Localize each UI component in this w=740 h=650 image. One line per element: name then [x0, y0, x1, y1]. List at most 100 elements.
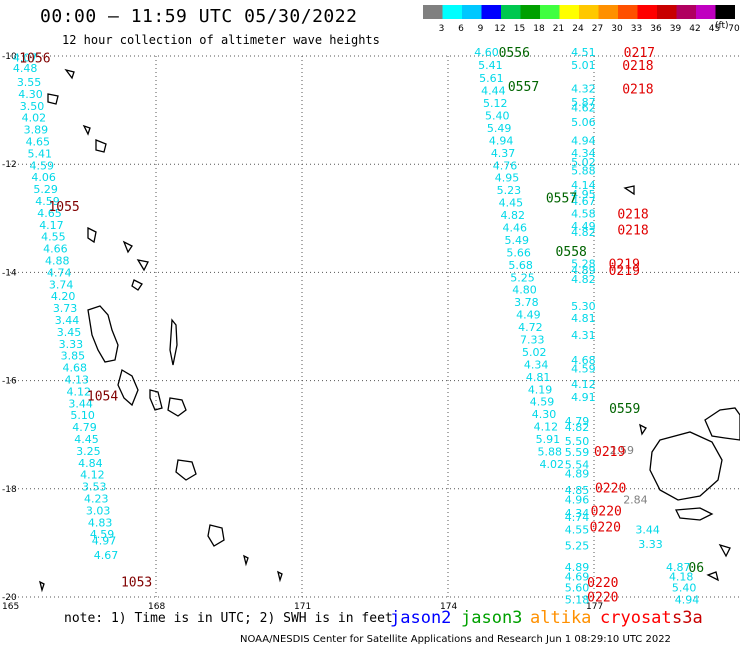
scale-swatch — [657, 5, 677, 19]
wave-height-value: 4.07 — [13, 52, 37, 65]
wave-height-value: 4.76 — [493, 159, 517, 172]
legend-jason3: jason3 — [461, 608, 523, 628]
wave-height-value: 4.82 — [571, 273, 596, 286]
wave-height-value: 4.45 — [499, 197, 524, 210]
wave-height-value: 4.49 — [516, 309, 541, 322]
wave-height-value: 5.01 — [571, 59, 596, 72]
track-values: 4.074.483.554.303.504.023.894.655.414.59… — [13, 46, 699, 606]
scale-swatch — [540, 5, 560, 19]
pass-time-label: 1055 — [48, 200, 79, 215]
wave-height-value: 3.33 — [638, 538, 663, 551]
wave-height-value: 4.68 — [63, 362, 87, 375]
wave-height-value: 4.59 — [571, 363, 596, 376]
wave-height-value: 5.40 — [672, 581, 697, 594]
wave-height-value: 4.18 — [669, 570, 694, 583]
wave-height-value-gray: 2.59 — [610, 444, 635, 457]
wave-height-value: 5.40 — [485, 110, 510, 123]
wave-height-value: 4.65 — [26, 135, 51, 148]
wave-height-value: 5.87 — [571, 96, 596, 109]
wave-height-value: 4.45 — [74, 433, 99, 446]
island-outline — [649, 431, 723, 501]
pass-time-label: 0559 — [609, 402, 640, 417]
island-outline — [169, 318, 178, 366]
wave-height-value: 4.74 — [47, 266, 71, 279]
scale-swatch — [462, 5, 482, 19]
legend-cryosat: cryosat — [600, 608, 672, 628]
scale-swatch — [618, 5, 638, 19]
island-outline — [277, 570, 283, 583]
wave-height-value: 3.74 — [49, 278, 74, 291]
wave-height-value: 3.33 — [59, 338, 84, 351]
wave-height-value: 5.88 — [538, 445, 563, 458]
wave-height-value: 3.73 — [53, 302, 78, 315]
footer-note: note: 1) Time is in UTC; 2) SWH is in fe… — [64, 611, 393, 626]
wave-height-value: 4.74 — [565, 511, 590, 524]
scale-tick: 36 — [650, 24, 662, 34]
legend-jason2: jason2 — [390, 608, 452, 628]
wave-height-value: 4.13 — [65, 374, 90, 387]
scale-swatch — [579, 5, 599, 19]
island-outline — [175, 459, 197, 481]
scale-tick: 27 — [592, 24, 603, 34]
wave-height-value: 4.55 — [41, 231, 66, 244]
wave-height-value: 4.59 — [35, 195, 60, 208]
scale-swatch — [481, 5, 501, 19]
pass-time-label: 1054 — [87, 390, 118, 405]
wave-height-value: 5.28 — [571, 258, 596, 271]
pass-time-label: 0220 — [595, 482, 626, 497]
wave-height-value: 4.12 — [534, 421, 559, 434]
wave-height-value-gray: 2.84 — [623, 494, 648, 507]
wave-height-value: 5.41 — [28, 147, 53, 160]
lat-label: -18 — [2, 485, 17, 495]
wave-height-value: 4.02 — [539, 458, 564, 471]
wave-height-value: 4.19 — [528, 383, 553, 396]
pass-time-label: 0219 — [609, 264, 640, 279]
wave-height-value: 4.97 — [92, 535, 117, 548]
island-outline — [47, 93, 59, 105]
island-outline — [95, 139, 107, 153]
wave-height-value: 7.33 — [520, 333, 545, 346]
wave-height-value: 3.78 — [514, 296, 539, 309]
pass-time-label: 0220 — [587, 576, 618, 591]
scale-tick: 18 — [533, 24, 545, 34]
wave-height-value: 5.54 — [565, 458, 590, 471]
wave-height-value: 5.66 — [506, 246, 531, 259]
wave-height-value: 5.06 — [571, 116, 596, 129]
pass-time-label: 0557 — [508, 80, 539, 95]
wave-height-value: 4.95 — [571, 188, 596, 201]
wave-height-value: 4.81 — [526, 371, 551, 384]
wave-height-value: 4.34 — [565, 507, 590, 520]
lon-label: 168 — [148, 602, 165, 612]
scale-swatch — [559, 5, 579, 19]
wave-height-value: 4.95 — [495, 172, 519, 185]
graticule — [10, 55, 740, 598]
wave-height-value: 4.89 — [565, 561, 590, 574]
lat-label: -12 — [2, 160, 17, 170]
wave-height-value: 4.79 — [565, 415, 590, 428]
wave-height-value: 5.61 — [479, 72, 504, 85]
wave-height-value: 4.30 — [532, 408, 557, 421]
wave-height-value: 3.44 — [55, 314, 79, 327]
island-outline — [64, 68, 75, 80]
wave-height-value: 4.67 — [94, 549, 119, 562]
wave-height-value: 4.14 — [571, 179, 596, 192]
pass-time-label: 0217 — [624, 46, 655, 61]
wave-height-value: 4.62 — [571, 101, 596, 114]
wave-height-value: 5.25 — [510, 271, 535, 284]
wave-height-value: 4.23 — [84, 493, 109, 506]
wave-height-value: 4.68 — [571, 354, 596, 367]
island-outline — [149, 389, 163, 411]
wave-height-value: 4.32 — [571, 82, 596, 95]
pass-time-label: 0218 — [622, 59, 653, 74]
wave-height-value: 3.44 — [635, 523, 660, 536]
scale-tick: 33 — [631, 24, 642, 34]
wave-height-value: 4.65 — [37, 207, 62, 220]
wave-height-value: 4.89 — [565, 468, 590, 481]
wave-height-value: 4.48 — [13, 62, 37, 75]
scale-tick: 39 — [670, 24, 682, 34]
wave-height-value: 3.55 — [17, 76, 41, 89]
wave-height-value: 5.29 — [33, 183, 58, 196]
wave-height-value: 4.59 — [29, 159, 54, 172]
wave-height-value: 5.59 — [565, 446, 590, 459]
color-scale: 3 6 9 12 15 18 21 24 27 30 33 36 39 42 45 70 — [423, 5, 740, 34]
